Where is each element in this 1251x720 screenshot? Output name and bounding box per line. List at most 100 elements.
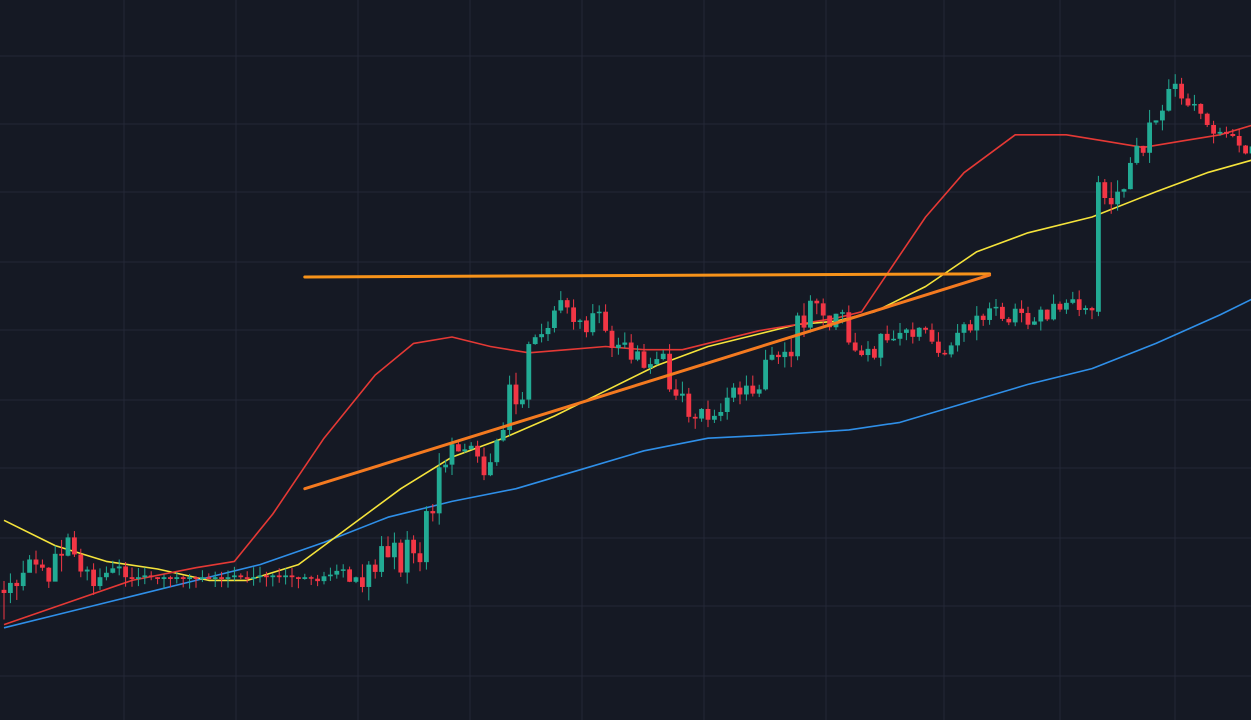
candle-body-down	[219, 577, 224, 579]
candle-body-up	[104, 572, 109, 578]
candle-body-down	[475, 445, 480, 457]
candle-body-down	[1108, 198, 1114, 205]
candle-body-up	[897, 332, 903, 339]
candle-body-up	[660, 353, 666, 360]
candle-body-down	[846, 312, 852, 343]
candle-body-up	[865, 348, 871, 356]
candle-body-down	[72, 537, 77, 555]
candle-body-down	[942, 352, 948, 355]
candle-body-up	[494, 440, 500, 463]
candle-body-up	[718, 412, 724, 416]
candle-body-up	[763, 359, 768, 390]
candle-body-up	[1032, 321, 1037, 325]
candle-body-down	[923, 327, 928, 330]
candle-body-up	[424, 511, 429, 563]
candle-body-up	[379, 546, 384, 572]
candle-body-up	[635, 351, 640, 360]
candle-body-up	[334, 570, 340, 575]
candle-body-up	[1083, 308, 1088, 310]
candle-body-down	[737, 387, 743, 395]
candle-body-down	[276, 575, 282, 578]
candle-body-down	[628, 342, 634, 360]
candle-body-up	[654, 359, 660, 365]
candle-body-down	[1198, 103, 1204, 114]
candle-body-down	[411, 539, 416, 554]
candle-body-down	[59, 553, 64, 556]
candle-body-down	[33, 559, 39, 565]
candle-body-up	[526, 344, 532, 400]
candle-body-up	[468, 445, 474, 450]
moving-average-short	[3, 124, 1251, 626]
candle-body-up	[1096, 182, 1101, 312]
candle-body-up	[270, 575, 276, 578]
candle-body-down	[910, 329, 916, 337]
trend-lines	[303, 272, 992, 491]
candle-body-down	[1204, 113, 1210, 125]
candle-body-up	[200, 577, 205, 579]
candle-body-down	[564, 300, 570, 308]
candle-body-down	[206, 577, 212, 579]
candle-body-down	[244, 577, 250, 579]
candle-body-down	[686, 393, 692, 417]
candle-body-up	[500, 430, 506, 441]
candle-body-up	[1012, 308, 1018, 323]
candle-body-up	[27, 559, 32, 573]
candle-body-down	[129, 577, 135, 579]
moving-average-long-line	[3, 298, 1251, 629]
candle-body-down	[360, 577, 365, 587]
candle-body-up	[545, 327, 551, 335]
candles	[1, 74, 1251, 620]
candle-body-down	[1044, 309, 1050, 320]
candle-body-down	[1211, 124, 1216, 134]
candle-body-down	[788, 351, 794, 357]
candle-body-up	[449, 444, 455, 465]
moving-average-long	[3, 298, 1251, 629]
candle-body-down	[193, 577, 199, 579]
candle-body-down	[1025, 312, 1031, 325]
candle-body-up	[1192, 103, 1197, 106]
candle-body-up	[878, 333, 884, 358]
candle-body-up	[833, 313, 839, 328]
candle-body-up	[1128, 162, 1133, 190]
moving-average-short-line	[3, 124, 1251, 626]
candle-body-down	[1006, 318, 1012, 323]
candle-body-down	[91, 569, 96, 587]
candle-body-down	[1179, 83, 1184, 99]
candle-body-up	[1147, 122, 1152, 153]
candle-body-up	[1153, 120, 1159, 123]
candle-body-up	[955, 332, 960, 346]
candle-body-up	[532, 337, 538, 345]
candle-body-down	[398, 542, 404, 573]
candle-body-up	[1217, 131, 1223, 134]
candle-body-up	[187, 577, 192, 579]
candle-body-down	[859, 350, 864, 356]
candle-body-up	[1249, 146, 1251, 154]
candle-body-up	[1115, 191, 1120, 205]
candle-body-up	[680, 393, 685, 396]
candle-body-down	[417, 553, 423, 563]
candle-body-down	[456, 444, 461, 452]
candle-body-up	[596, 311, 602, 314]
candle-body-up	[539, 334, 544, 338]
candle-body-up	[174, 577, 180, 579]
candle-body-up	[622, 342, 628, 345]
candle-body-up	[840, 312, 845, 314]
candle-body-up	[65, 537, 71, 556]
candle-body-up	[8, 582, 13, 593]
candle-body-up	[404, 539, 410, 573]
candle-body-down	[180, 577, 186, 579]
candle-body-down	[513, 384, 519, 405]
candle-body-down	[776, 354, 781, 358]
candle-body-down	[1230, 133, 1236, 136]
candle-body-up	[1051, 303, 1056, 320]
candle-body-up	[52, 553, 58, 582]
candle-body-up	[392, 542, 397, 558]
candle-body-down	[673, 389, 679, 396]
candle-body-down	[1000, 306, 1005, 319]
candle-body-down	[264, 575, 269, 578]
candle-body-down	[1224, 131, 1229, 134]
candle-body-up	[116, 566, 122, 569]
candle-body-down	[814, 300, 820, 304]
candle-body-down	[430, 511, 436, 514]
